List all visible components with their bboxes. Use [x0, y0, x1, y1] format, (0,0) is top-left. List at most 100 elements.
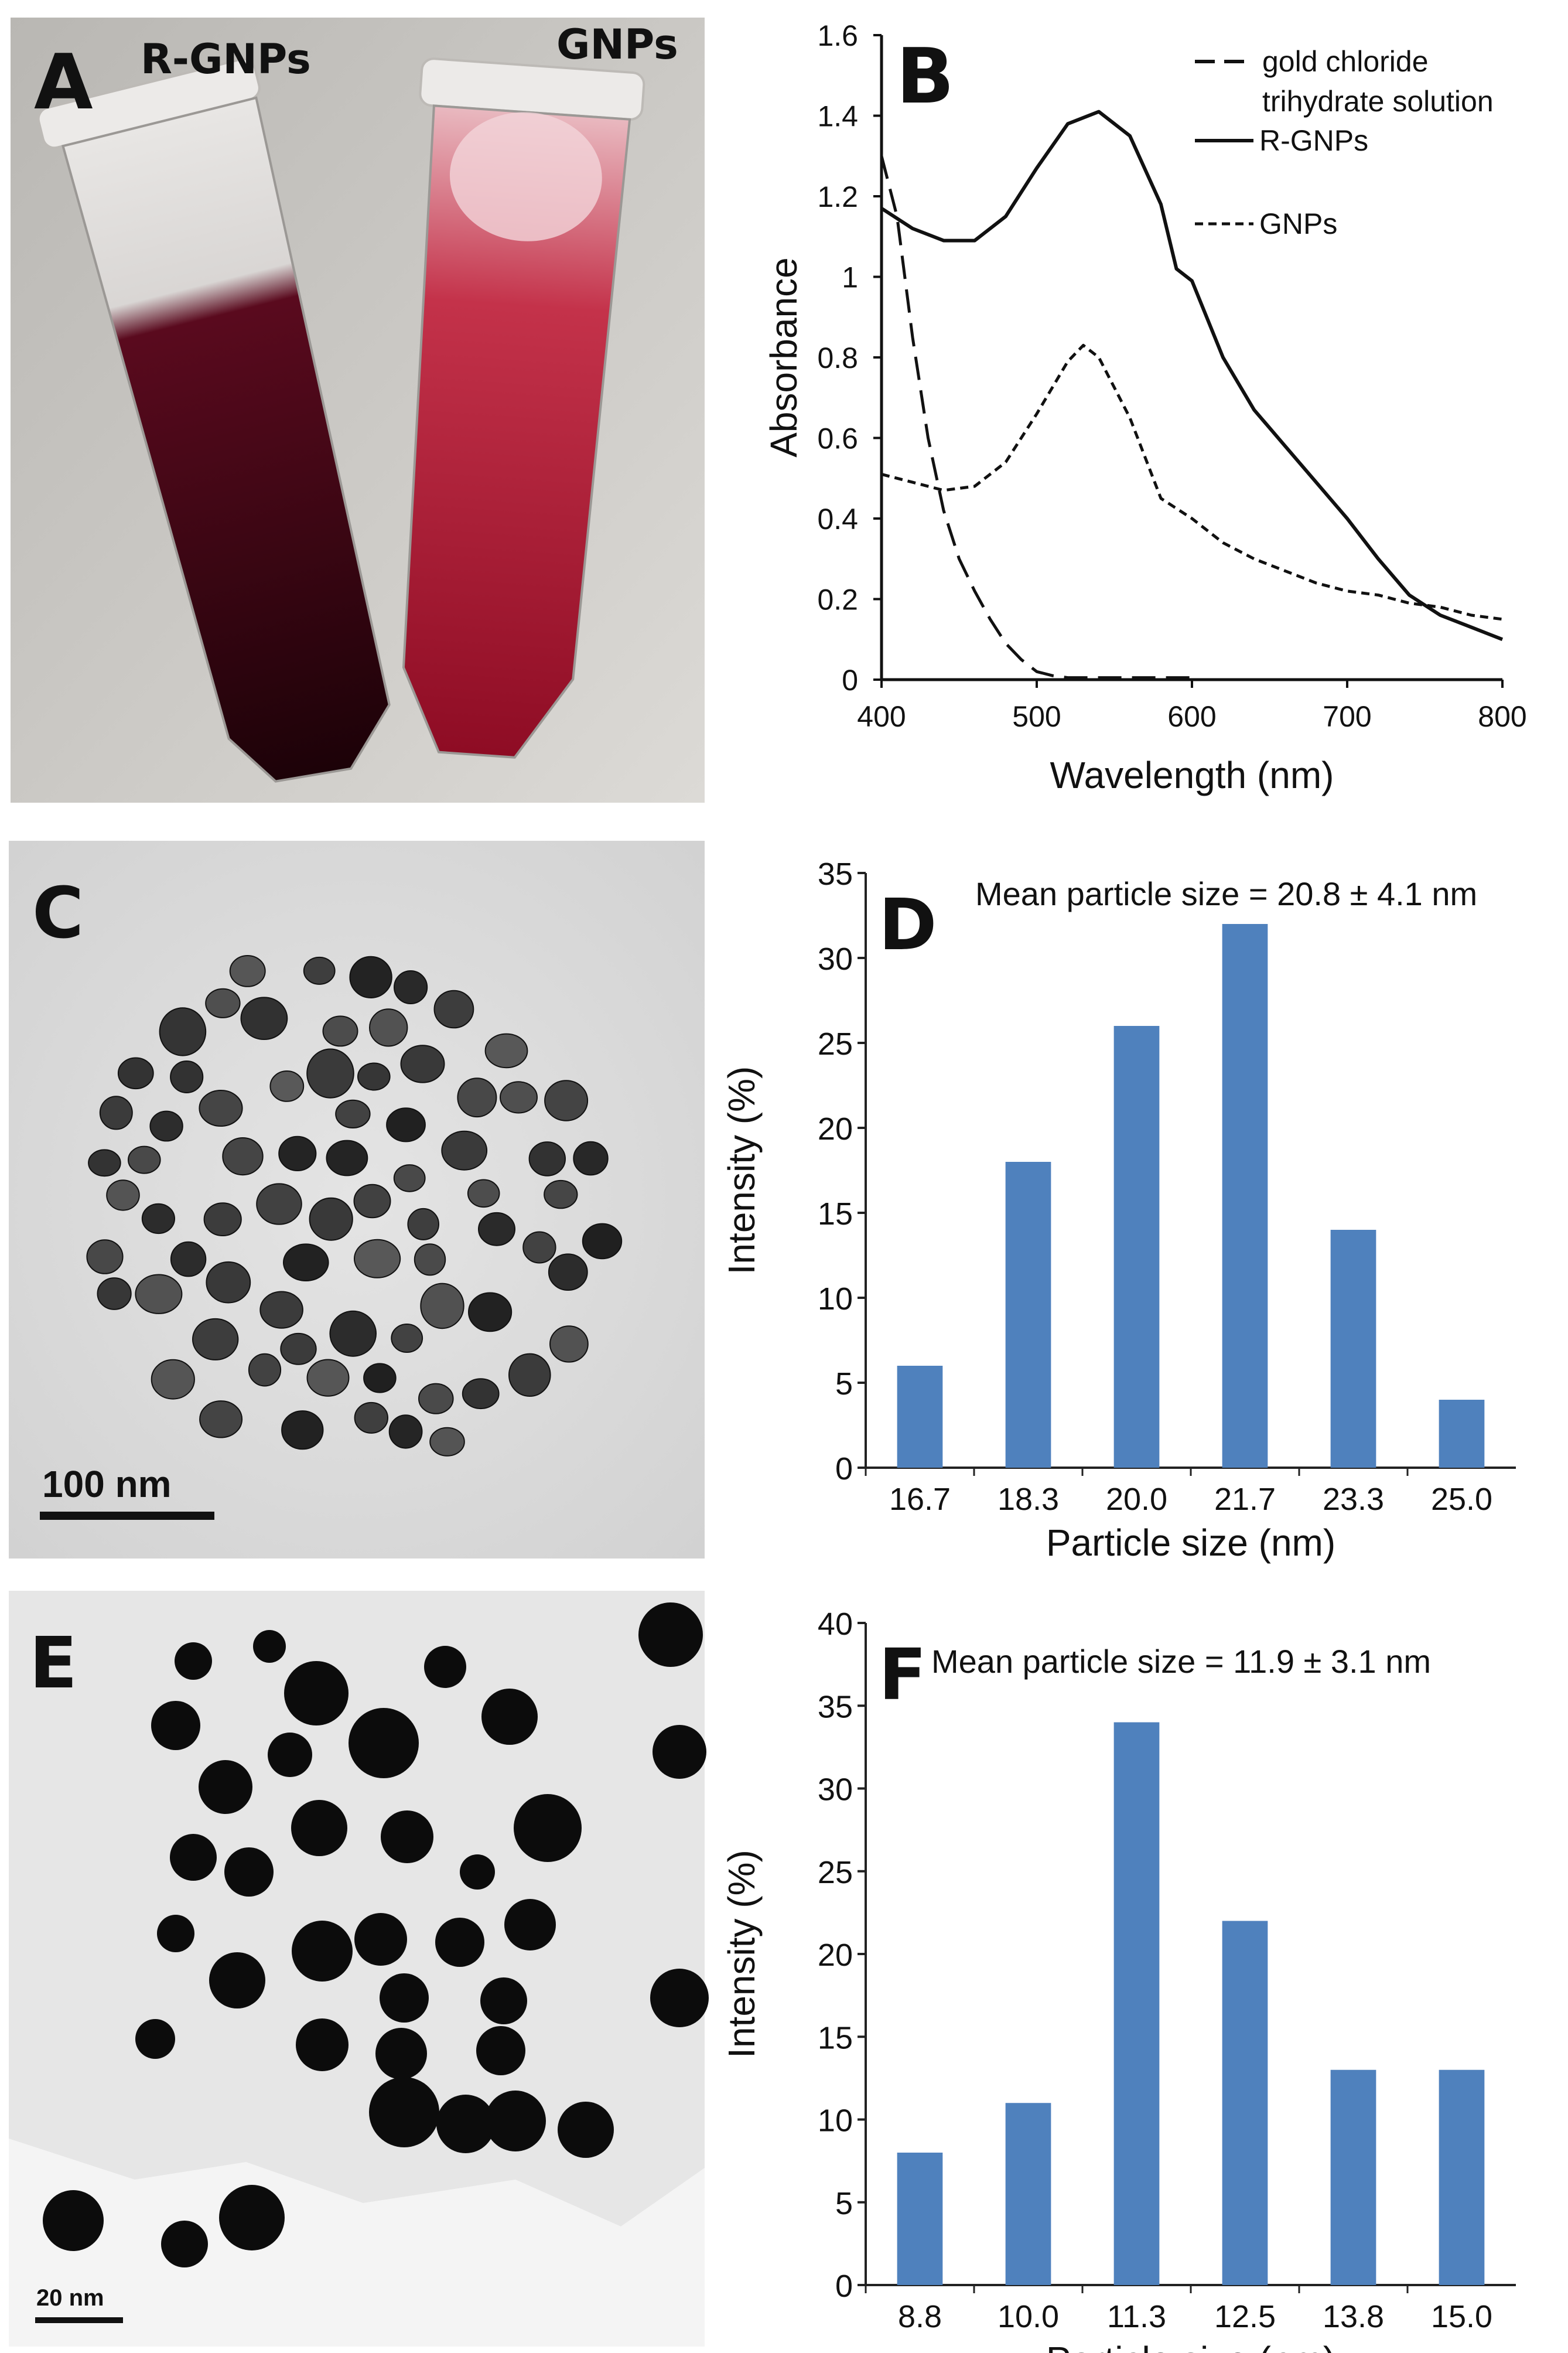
tem-c-particle — [386, 1107, 426, 1143]
chart-f-bar — [1439, 2069, 1485, 2285]
chart-b-series-line-1 — [880, 155, 1192, 680]
tem-e-particle — [460, 1854, 495, 1890]
chart-f-x-axis-label: Particle size (nm) — [1046, 2339, 1335, 2353]
tem-e-particle — [135, 2019, 175, 2059]
chart-b-x-ticks: 400 500 600 700 800 — [857, 680, 1527, 733]
tem-c-particle — [462, 1378, 500, 1410]
chart-b-series — [880, 110, 1504, 680]
tem-e-particle — [480, 1977, 527, 2024]
tem-c-particle — [128, 1145, 161, 1174]
chart-f-x-tick-label: 12.5 — [1214, 2299, 1276, 2334]
tem-e-particle — [436, 2095, 495, 2153]
chart-f-x-tick-label: 10.0 — [997, 2299, 1059, 2334]
tem-c-particle — [353, 1184, 391, 1219]
tem-c-particle — [326, 1140, 368, 1176]
tem-e-scale-bar — [35, 2317, 123, 2323]
legend-label-r-gnps: R-GNPs — [1259, 124, 1368, 157]
tem-c-particle — [500, 1081, 538, 1114]
tem-e-particle — [504, 1899, 556, 1950]
tem-e-particle — [435, 1918, 484, 1967]
chart-d-bar — [1005, 1162, 1051, 1468]
tem-c-particle — [354, 1239, 401, 1278]
panel-b-uv-vis-chart: B 0 0.2 0.4 0.6 0.8 1 1.2 1.4 1.6 400 500 600 700 80… — [763, 19, 1527, 796]
chart-b-x-tick-label: 800 — [1478, 700, 1526, 733]
tem-c-particle — [369, 1008, 408, 1047]
tem-c-scale-label: 100 nm — [42, 1463, 172, 1505]
chart-d-plot: 0 5 10 15 20 25 30 35 16.7 18.3 20.0 21.7 23.3 25.0 — [818, 857, 1516, 1517]
tem-c-particle — [240, 997, 288, 1040]
chart-f-bar — [1330, 2069, 1376, 2285]
tem-c-particle — [329, 1310, 377, 1357]
chart-f-bar — [897, 2153, 943, 2285]
tem-c-particle — [206, 1261, 251, 1304]
tem-c-particle — [354, 1401, 388, 1434]
tem-c-particle — [322, 1015, 358, 1047]
tem-c-particle — [391, 1324, 423, 1353]
tem-c-particle — [203, 1202, 242, 1237]
tube-label-gnps: GNPs — [556, 21, 678, 69]
tem-c-particle — [544, 1080, 589, 1121]
panel-d-size-histogram: D Mean particle size = 20.8 ± 4.1 nm 0 5 1… — [720, 857, 1516, 1564]
tem-c-particle — [222, 1137, 264, 1176]
chart-b-y-tick-label: 0.6 — [817, 422, 858, 455]
tem-e-particle — [424, 1646, 466, 1688]
chart-d-y-tick-label: 10 — [818, 1281, 853, 1317]
tem-c-particle — [170, 1241, 207, 1277]
tem-c-particle — [528, 1141, 566, 1176]
tem-c-particle — [149, 1110, 183, 1142]
chart-f-plot: 0 5 10 15 20 25 30 35 40 8.8 10.0 11.3 12.5 13.8 15.0 — [818, 1607, 1516, 2334]
tem-c-particle — [278, 1135, 317, 1172]
tem-c-particle — [548, 1253, 588, 1291]
tem-e-particle — [219, 2185, 285, 2250]
chart-b-x-axis-label: Wavelength (nm) — [1050, 754, 1334, 796]
tem-e-particle — [157, 1915, 194, 1952]
tem-c-particle — [582, 1223, 623, 1260]
tem-c-particle — [170, 1060, 204, 1093]
panel-letter-e: E — [29, 1623, 77, 1704]
chart-b-axes — [880, 35, 1502, 681]
tem-c-particle — [573, 1141, 609, 1176]
chart-f-y-tick-label: 15 — [818, 2020, 853, 2055]
panel-c-tem-image: C 100 nm — [9, 841, 705, 1559]
chart-f-y-tick-label: 30 — [818, 1772, 853, 1808]
tem-e-particle — [268, 1733, 312, 1777]
tem-e-particle — [199, 1760, 252, 1814]
tem-c-particle — [414, 1243, 446, 1276]
tem-e-particle — [349, 1708, 419, 1778]
panel-e-tem-image: E 20 nm — [9, 1591, 709, 2347]
chart-b-y-tick-label: 0.4 — [817, 503, 858, 536]
chart-f-y-tick-label: 5 — [835, 2186, 853, 2221]
tem-c-particle — [306, 1359, 350, 1397]
tem-e-particle — [354, 1913, 407, 1966]
tem-e-particle — [375, 2028, 427, 2079]
tem-e-particle — [253, 1630, 286, 1663]
chart-d-y-tick-label: 0 — [835, 1451, 853, 1486]
chart-d-x-tick-label: 21.7 — [1214, 1482, 1276, 1517]
chart-b-y-tick-label: 1.6 — [817, 19, 858, 52]
tem-c-particle — [192, 1318, 239, 1360]
tem-c-particle — [394, 970, 428, 1004]
tem-c-particle — [281, 1410, 324, 1450]
panel-f-size-histogram: F Mean particle size = 11.9 ± 3.1 nm 0 5 1… — [720, 1607, 1516, 2353]
tem-e-particle — [296, 2018, 349, 2071]
tem-c-scale-bar — [40, 1512, 214, 1520]
tem-e-particle — [380, 1973, 429, 2023]
tem-e-particle — [381, 1810, 433, 1863]
tem-e-particle — [481, 1689, 538, 1745]
chart-b-y-tick-label: 0.8 — [817, 342, 858, 374]
tem-c-particle — [335, 1099, 371, 1129]
chart-f-y-tick-label: 20 — [818, 1938, 853, 1973]
chart-f-y-tick-label: 25 — [818, 1855, 853, 1890]
chart-b-y-tick-label: 0 — [842, 664, 858, 697]
chart-d-bar — [897, 1366, 943, 1468]
chart-f-y-tick-label: 40 — [818, 1607, 853, 1642]
tem-c-particle — [429, 1427, 465, 1457]
tem-c-particle — [256, 1183, 302, 1225]
tem-c-particle — [199, 1090, 243, 1127]
chart-f-x-tick-label: 13.8 — [1323, 2299, 1384, 2334]
chart-f-bar — [1113, 1722, 1160, 2285]
chart-b-y-tick-label: 1 — [842, 261, 858, 294]
chart-d-y-tick-label: 35 — [818, 857, 853, 892]
tem-e-particle — [292, 1921, 353, 1982]
panel-letter-b: B — [896, 32, 954, 121]
